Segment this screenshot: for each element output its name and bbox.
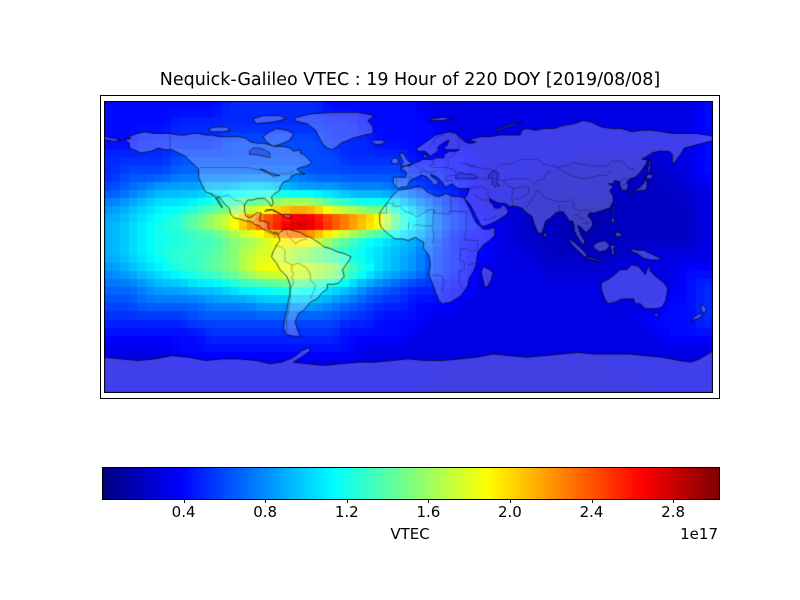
colorbar-tick-mark [591,499,593,503]
colorbar-tick-label: 1.6 [416,503,441,521]
colorbar-axis-label: VTEC [390,525,430,543]
chart-title: Nequick-Galileo VTEC : 19 Hour of 220 DO… [159,70,661,90]
colorbar-tick-mark [183,499,185,503]
colorbar-tick-label: 1.2 [334,503,359,521]
colorbar-tick-label: 2.4 [579,503,604,521]
colorbar-tick-mark [428,499,430,503]
colorbar-tick-mark [265,499,267,503]
colorbar-tick-label: 2.0 [497,503,522,521]
colorbar-offset-text: 1e17 [680,525,718,543]
colorbar-tick-label: 0.4 [171,503,196,521]
colorbar-tick-mark [509,499,511,503]
vtec-world-heatmap [104,101,713,393]
colorbar-tick-mark [346,499,348,503]
colorbar-tick-label: 0.8 [253,503,278,521]
colorbar-tick-mark [673,499,675,503]
colorbar [102,467,720,500]
colorbar-tick-label: 2.8 [661,503,686,521]
